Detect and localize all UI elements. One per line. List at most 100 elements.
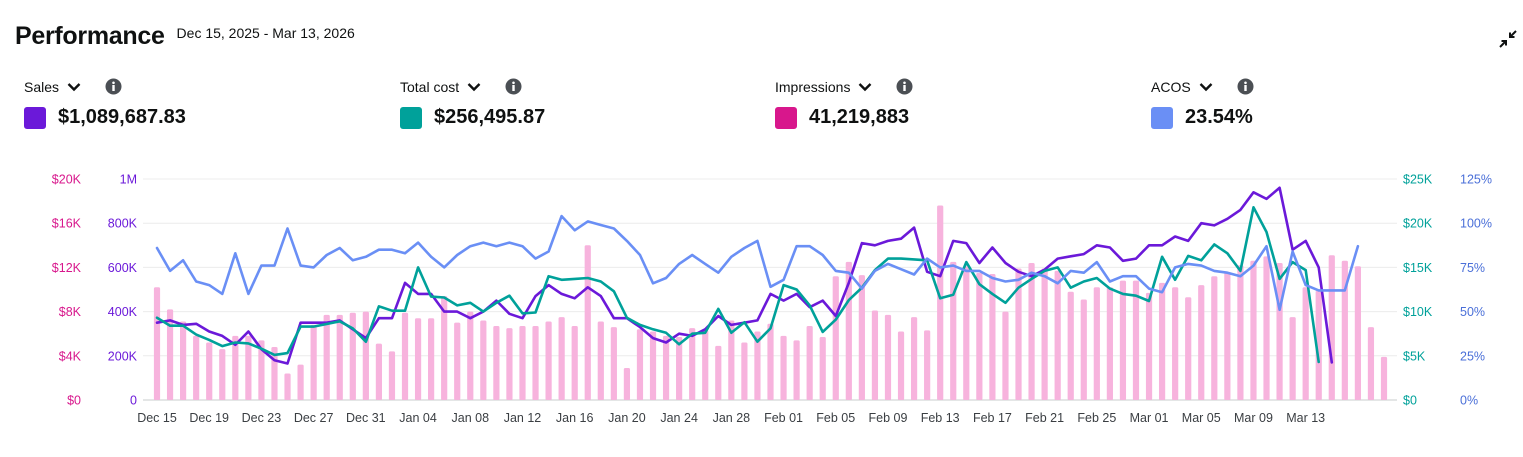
impressions-bar [232, 335, 239, 400]
impressions-bars [153, 205, 1388, 400]
x-axis-tick: Jan 12 [504, 411, 542, 425]
acos-axis-tick: 100% [1460, 217, 1492, 231]
impressions-bar [1015, 268, 1022, 400]
impressions-bar [571, 325, 578, 400]
metric-value: 23.54% [1185, 106, 1253, 128]
impressions-bar [180, 321, 187, 400]
impressions-bar [858, 275, 865, 400]
total-cost-line [155, 205, 1320, 364]
impressions-bar [1080, 299, 1087, 400]
impressions-bar [1145, 292, 1153, 400]
page-title: Performance [15, 22, 165, 50]
impressions-bar [1198, 285, 1205, 400]
impressions-bar [950, 261, 957, 400]
impressions-bar [1341, 260, 1348, 400]
impressions-bar [1106, 287, 1113, 400]
impressions-bar [610, 327, 617, 400]
impressions-bar [780, 335, 787, 400]
impressions-bar [362, 311, 369, 400]
chevron-down-icon [859, 82, 872, 91]
chart-axes: $0 $4K $8K $12K $16K $20K 0 200K 400K 600K 800K 1M $… [52, 173, 1492, 426]
x-axis-tick: Feb 25 [1077, 411, 1116, 425]
x-axis-tick: Mar 01 [1130, 411, 1169, 425]
metric-total-cost: Total cost $256,495.87 [400, 78, 730, 129]
acos-axis-tick: 75% [1460, 261, 1485, 275]
impressions-bar [884, 314, 892, 400]
impressions-bar [676, 337, 683, 400]
collapse-arrows-icon[interactable] [1498, 29, 1518, 49]
impressions-bar [1315, 290, 1322, 400]
metric-color-swatch[interactable] [1151, 106, 1173, 129]
metric-dropdown-impressions[interactable]: Impressions [775, 78, 1105, 95]
impressions-bar [597, 321, 604, 400]
impressions-axis-tick: $12K [52, 261, 82, 275]
impressions-bar [258, 340, 265, 400]
impressions-bar [649, 331, 657, 400]
x-axis-tick: Dec 15 [137, 411, 177, 425]
metric-color-swatch[interactable] [24, 106, 46, 129]
x-axis-tick: Feb 01 [764, 411, 803, 425]
impressions-bar [767, 323, 774, 400]
x-axis-tick: Jan 20 [608, 411, 646, 425]
impressions-bar [388, 351, 396, 400]
impressions-bar [871, 310, 879, 400]
impressions-bar [1328, 255, 1335, 400]
impressions-bar [623, 367, 631, 400]
impressions-bar [832, 276, 839, 400]
metric-dropdown-total-cost[interactable]: Total cost [400, 78, 730, 95]
impressions-bar [806, 325, 813, 400]
x-axis-tick: Feb 21 [1025, 411, 1064, 425]
impressions-bar [1354, 266, 1361, 400]
impressions-bar [1185, 297, 1192, 400]
sales-axis-tick: 800K [108, 217, 138, 231]
x-axis-tick: Feb 05 [816, 411, 855, 425]
metric-label: ACOS [1151, 78, 1191, 95]
impressions-bar [1237, 265, 1244, 400]
cost-axis-tick: $0 [1403, 394, 1417, 408]
sales-axis-tick: 600K [108, 261, 138, 275]
info-icon[interactable] [505, 78, 522, 95]
impressions-bar [206, 342, 213, 400]
metric-dropdown-sales[interactable]: Sales [24, 78, 354, 95]
x-axis-tick: Dec 31 [346, 411, 386, 425]
x-axis-tick: Jan 28 [713, 411, 751, 425]
metric-color-swatch[interactable] [400, 106, 422, 129]
impressions-bar [584, 245, 591, 400]
impressions-bar [1250, 260, 1257, 400]
impressions-axis-tick: $0 [67, 394, 81, 408]
cost-axis-tick: $25K [1403, 173, 1433, 187]
impressions-bar [1211, 276, 1218, 400]
impressions-bar [963, 266, 970, 400]
chevron-down-icon [467, 82, 481, 91]
sales-axis-tick: 1M [120, 173, 137, 187]
impressions-bar [1054, 270, 1061, 400]
impressions-bar [401, 312, 409, 400]
metric-sales: Sales $1,089,687.83 [24, 78, 354, 129]
metric-label: Total cost [400, 78, 460, 95]
acos-axis-tick: 50% [1460, 305, 1485, 319]
x-axis-tick: Jan 04 [399, 411, 437, 425]
cost-axis-tick: $5K [1403, 349, 1426, 363]
impressions-bar [897, 331, 905, 400]
impressions-bar [193, 335, 200, 400]
metric-color-swatch[interactable] [775, 106, 797, 129]
impressions-bar [702, 330, 709, 400]
info-icon[interactable] [896, 78, 913, 95]
info-icon[interactable] [1237, 78, 1254, 95]
x-axis-tick: Mar 13 [1286, 411, 1325, 425]
impressions-axis-tick: $20K [52, 173, 82, 187]
impressions-axis-tick: $8K [59, 305, 82, 319]
info-icon[interactable] [105, 78, 122, 95]
impressions-bar [1302, 287, 1309, 400]
impressions-bar [467, 311, 474, 400]
impressions-bar [545, 321, 552, 400]
metric-dropdown-acos[interactable]: ACOS [1151, 78, 1481, 95]
x-axis-tick: Mar 09 [1234, 411, 1273, 425]
x-axis-tick: Feb 17 [973, 411, 1012, 425]
impressions-bar [636, 329, 644, 400]
metric-value: $256,495.87 [434, 106, 546, 128]
x-axis-tick: Jan 16 [556, 411, 594, 425]
impressions-axis-tick: $4K [59, 349, 82, 363]
impressions-bar [819, 337, 826, 400]
impressions-bar [323, 314, 330, 400]
